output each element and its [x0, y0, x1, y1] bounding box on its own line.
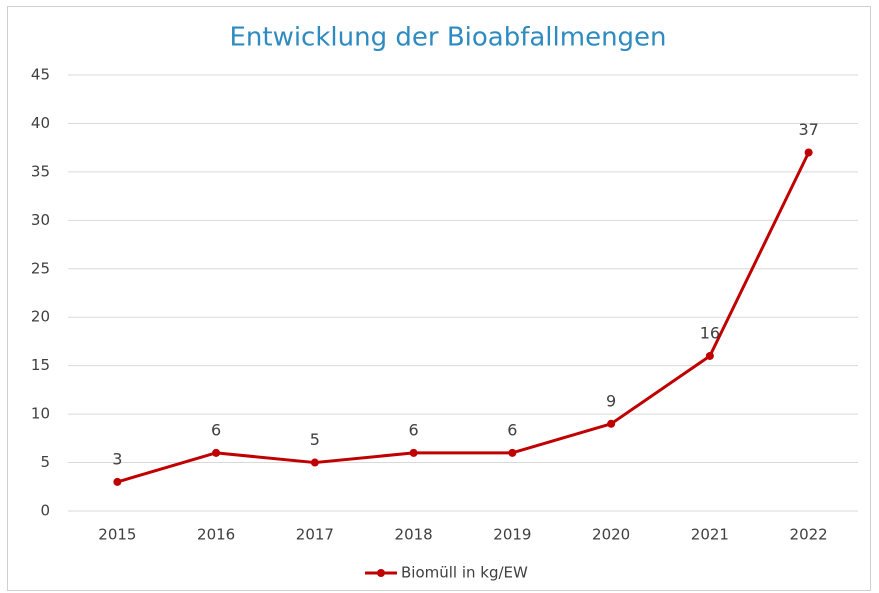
point — [705, 351, 714, 360]
point — [113, 477, 122, 486]
y-tick-label: 35 — [31, 162, 50, 180]
y-tick-label: 30 — [31, 211, 50, 229]
line — [116, 151, 810, 484]
y-tick-label: 0 — [40, 502, 50, 520]
x-tick-label: 2020 — [592, 526, 630, 544]
data-label: 6 — [211, 420, 221, 439]
y-tick-label: 40 — [31, 114, 50, 132]
point — [508, 448, 517, 457]
y-tick-label: 20 — [31, 308, 50, 326]
x-tick-label: 2016 — [197, 526, 235, 544]
data-label: 3 — [112, 449, 122, 468]
data-label: 5 — [310, 430, 320, 449]
y-tick-label: 25 — [31, 259, 50, 277]
point — [607, 419, 616, 428]
x-tick-label: 2021 — [691, 526, 729, 544]
point — [804, 148, 813, 157]
point — [409, 448, 418, 457]
chart-title: Entwicklung der Bioabfallmengen — [229, 23, 666, 53]
y-tick-label: 45 — [31, 66, 50, 84]
point — [310, 458, 319, 467]
y-tick-label: 15 — [31, 356, 50, 374]
data-label: 9 — [606, 391, 616, 410]
point — [212, 448, 221, 457]
legend-label: Biomüll in kg/EW — [401, 564, 528, 582]
data-label: 6 — [409, 420, 419, 439]
chart-border — [7, 6, 871, 591]
data-label: 16 — [700, 323, 720, 342]
data-label: 37 — [798, 120, 818, 139]
y-tick-label: 10 — [31, 405, 50, 423]
x-tick-label: 2019 — [493, 526, 531, 544]
legend-marker — [377, 569, 385, 577]
x-tick-label: 2018 — [395, 526, 433, 544]
x-tick-label: 2022 — [790, 526, 828, 544]
x-tick-label: 2015 — [98, 526, 136, 544]
y-tick-label: 5 — [40, 453, 50, 471]
x-tick-label: 2017 — [296, 526, 334, 544]
data-label: 6 — [507, 420, 517, 439]
